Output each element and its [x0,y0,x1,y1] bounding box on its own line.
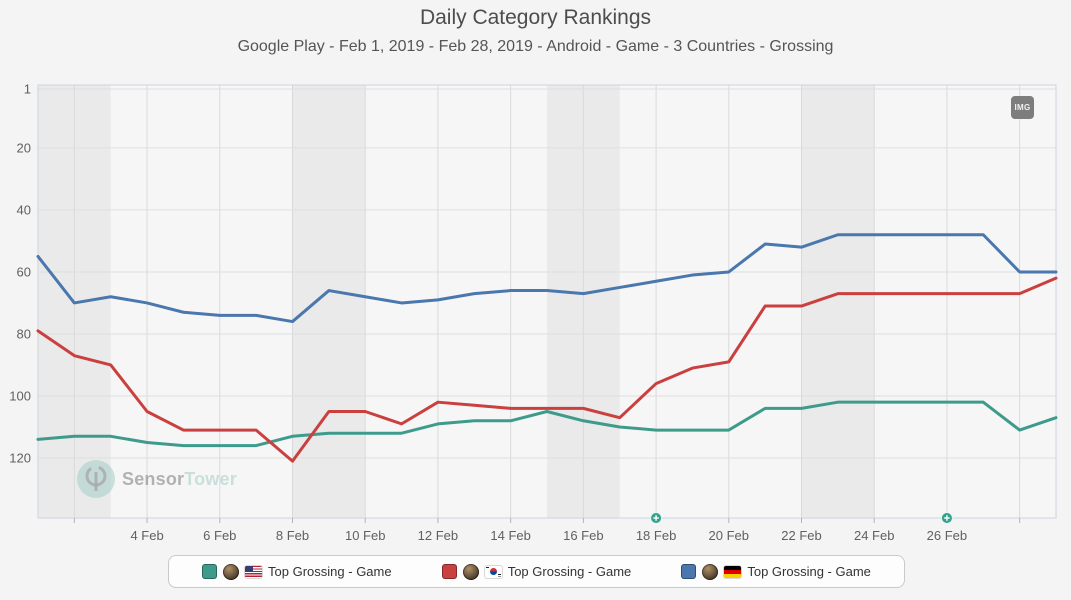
app-icon [223,563,240,580]
series-color-swatch-us [202,564,218,579]
page-subtitle: Google Play - Feb 1, 2019 - Feb 28, 2019… [237,38,834,55]
series-line-united-states [36,400,1058,448]
us-flag-icon [245,565,263,578]
kr-flag-icon [484,565,502,578]
y-axis-label: 80 [17,326,31,341]
export-image-button[interactable]: IMG [1011,96,1034,119]
x-axis-label: 4 Feb [130,528,163,543]
series-line-south-korea [36,276,1058,463]
legend-item-kr[interactable]: Top Grossing - Game [441,563,632,580]
x-axis-label: 10 Feb [345,528,385,543]
legend-item-label: Top Grossing - Game [507,564,632,579]
x-axis-label: 18 Feb [636,528,676,543]
legend-item-de[interactable]: Top Grossing - Game [681,563,871,580]
y-axis-label: 40 [17,202,31,217]
x-axis-label: 16 Feb [563,528,603,543]
x-axis-label: 22 Feb [781,528,821,543]
legend-item-us[interactable]: Top Grossing - Game [202,563,392,580]
x-axis-label: 8 Feb [276,528,309,543]
y-axis-label: 1 [24,82,31,97]
chart-legend: Top Grossing - Game Top Grossing - Game … [168,555,905,588]
plot-border [37,84,1057,519]
x-axis-label: 26 Feb [927,528,967,543]
y-axis-label: 100 [9,388,31,403]
page-title: Daily Category Rankings [419,6,652,29]
x-axis-label: 6 Feb [203,528,236,543]
y-axis-label: 20 [17,140,31,155]
app-icon [702,563,719,580]
x-axis-label: 12 Feb [418,528,458,543]
de-flag-icon [724,565,742,578]
x-axis-label: 20 Feb [709,528,749,543]
series-color-swatch-de [681,564,697,579]
legend-item-label: Top Grossing - Game [747,564,871,579]
app-icon [462,563,479,580]
series-line-germany [36,233,1058,324]
series-color-swatch-kr [441,564,457,579]
y-axis-label: 60 [17,264,31,279]
x-axis-label: 24 Feb [854,528,894,543]
y-axis-label: 120 [9,451,31,466]
weekend-band [292,85,366,518]
x-axis-label: 14 Feb [490,528,530,543]
legend-item-label: Top Grossing - Game [268,564,392,579]
